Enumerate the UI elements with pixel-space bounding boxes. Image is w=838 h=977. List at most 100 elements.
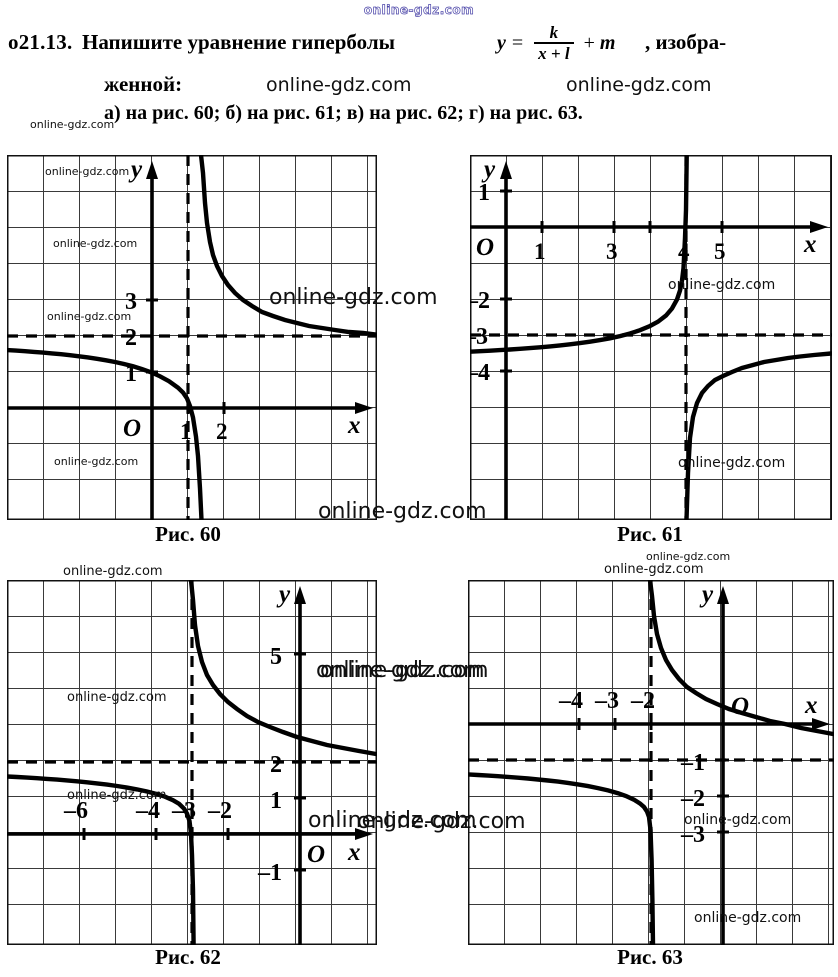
watermark-fig61-2: online-gdz.com <box>678 455 786 471</box>
figure-62-plot: y x O –6 –4 –3 –2 5 2 1 –1 <box>7 580 377 945</box>
problem-text-after: , изобра- <box>645 30 727 54</box>
figure-60-caption: Рис. 60 <box>155 522 221 546</box>
watermark-fig60-4: online-gdz.com <box>54 455 139 468</box>
watermark-fig62-2: online-gdz.com <box>67 690 167 705</box>
x-axis-label: x <box>347 839 361 866</box>
figure-62-caption: Рис. 62 <box>155 945 221 969</box>
problem-line-2: online-gdz.com женной: online-gdz.com on… <box>0 70 838 131</box>
y-axis-arrow <box>146 161 158 179</box>
formula-m: m <box>599 31 616 54</box>
watermark-fig61-1: online-gdz.com <box>668 277 776 293</box>
watermark-fig63-3: online-gdz.com <box>308 808 477 833</box>
axis-ticks <box>577 718 729 834</box>
watermark-fig60-3: online-gdz.com <box>47 310 132 323</box>
x-tick-label-minus4: –4 <box>558 688 583 714</box>
y-axis-arrow <box>717 586 729 604</box>
origin-label: O <box>731 693 749 720</box>
figure-61-caption: Рис. 61 <box>617 522 683 546</box>
y-tick-label-minus2: –2 <box>680 786 705 812</box>
watermark-header-small: online-gdz.com <box>30 118 115 131</box>
hyperbola-left-branch <box>470 155 689 354</box>
x-tick-label-minus4: –4 <box>135 798 160 824</box>
watermark-fig60-2: online-gdz.com <box>53 237 138 250</box>
x-axis-arrow <box>812 718 830 730</box>
x-tick-label-2: 2 <box>216 419 228 444</box>
problem-line-3: а) на рис. 60; б) на рис. 61; в) на рис.… <box>104 102 583 124</box>
problem-number: o21.13. <box>8 30 73 54</box>
watermark-fig63-5: online-gdz.com <box>694 910 802 926</box>
hyperbola-right-branch <box>647 580 834 737</box>
hyperbola-left-branch <box>468 772 656 945</box>
watermark-fig62-4: online-gdz.com <box>320 658 489 683</box>
figure-61: y x O 1 3 4 5 1 –2 –3 –4 online-gdz.com … <box>318 155 832 524</box>
y-axis-label: y <box>128 156 143 183</box>
y-axis-arrow <box>294 586 306 604</box>
figure-63-caption: Рис. 63 <box>617 945 683 969</box>
x-axis-label: x <box>347 412 361 439</box>
figure-60-plot: y x O 1 2 3 2 1 <box>7 155 377 520</box>
formula-plus: + <box>583 31 595 54</box>
watermark-fig62-1: online-gdz.com <box>63 564 163 579</box>
x-tick-label-minus2: –2 <box>630 688 655 714</box>
problem-word-zhennoy: женной: <box>104 72 183 96</box>
y-tick-label-2: 2 <box>270 752 282 778</box>
watermark-fig63-4: online-gdz.com <box>684 812 792 828</box>
problem-text-before: Напишите уравнение гиперболы <box>82 30 396 54</box>
watermark-fig61-3: online-gdz.com <box>318 499 487 524</box>
formula-fraction: k x + l <box>534 23 574 63</box>
watermark-header-b: online-gdz.com <box>566 74 712 96</box>
x-tick-label-1: 1 <box>534 239 546 264</box>
formula-numerator: k <box>549 23 559 42</box>
page-watermark: online-gdz.com <box>363 3 475 18</box>
y-tick-label-5: 5 <box>270 644 282 670</box>
formula-lhs: y <box>497 31 506 54</box>
y-tick-label-1: 1 <box>478 180 490 206</box>
x-tick-label-1: 1 <box>180 419 192 444</box>
y-tick-label-3: 3 <box>125 289 137 315</box>
formula-equals: = <box>511 31 524 54</box>
formula-denominator: x + l <box>538 44 570 63</box>
figure-63-plot: y x O –4 –3 –2 –1 –2 –3 <box>468 580 834 945</box>
x-tick-label-minus3: –3 <box>594 688 619 714</box>
hyperbola-right-branch <box>198 155 377 337</box>
x-axis-arrow <box>355 828 373 840</box>
fraction-bar <box>534 42 574 44</box>
y-tick-label-1: 1 <box>270 788 282 814</box>
y-tick-label-minus2: –2 <box>470 288 490 314</box>
y-tick-label-minus3: –3 <box>680 822 705 848</box>
y-tick-label-1: 1 <box>125 361 137 387</box>
x-axis-arrow <box>810 221 828 233</box>
watermark-fig60-5: online-gdz.com <box>269 285 438 310</box>
hyperbola-left-branch <box>7 774 196 945</box>
origin-label: O <box>476 234 494 261</box>
x-tick-label-minus6: –6 <box>63 798 88 824</box>
figure-62: y x O –6 –4 –3 –2 5 2 1 –1 online-gdz.co… <box>7 564 526 945</box>
problem-line-1: o21.13. Напишите уравнение гиперболы y =… <box>0 22 838 70</box>
watermark-fig63-2: online-gdz.com <box>316 658 485 683</box>
x-axis-label: x <box>803 231 817 258</box>
y-tick-label-minus4: –4 <box>470 360 490 386</box>
x-axis-arrow <box>355 402 373 414</box>
origin-label: O <box>307 841 325 868</box>
hyperbola-left-branch <box>7 347 204 520</box>
watermark-fig62-5: online-gdz.com <box>357 809 526 834</box>
watermark-fig60-1: online-gdz.com <box>45 165 130 178</box>
y-tick-label-minus1: –1 <box>257 860 282 886</box>
y-axis-arrow <box>500 161 512 179</box>
hyperbola-formula: y = k x + l + m <box>497 24 615 62</box>
hyperbola-right-branch <box>188 580 377 757</box>
figure-63: y x O –4 –3 –2 –1 –2 –3 online-gdz.com o… <box>308 562 834 945</box>
watermark-fig61-4: online-gdz.com <box>646 550 731 563</box>
origin-label: O <box>123 415 141 442</box>
y-axis-label: y <box>276 581 291 608</box>
x-tick-label-4: 4 <box>678 239 690 264</box>
x-tick-label-minus2: –2 <box>207 798 232 824</box>
figure-61-plot: y x O 1 3 4 5 1 –2 –3 –4 <box>470 155 832 520</box>
watermark-fig62-3: online-gdz.com <box>67 788 167 803</box>
y-tick-label-2: 2 <box>125 325 137 351</box>
plot-frame <box>470 155 832 520</box>
y-tick-label-minus1: –1 <box>680 750 705 776</box>
x-tick-label-3: 3 <box>606 239 618 264</box>
watermark-header-a: online-gdz.com <box>266 74 412 96</box>
x-axis-label: x <box>804 692 818 719</box>
